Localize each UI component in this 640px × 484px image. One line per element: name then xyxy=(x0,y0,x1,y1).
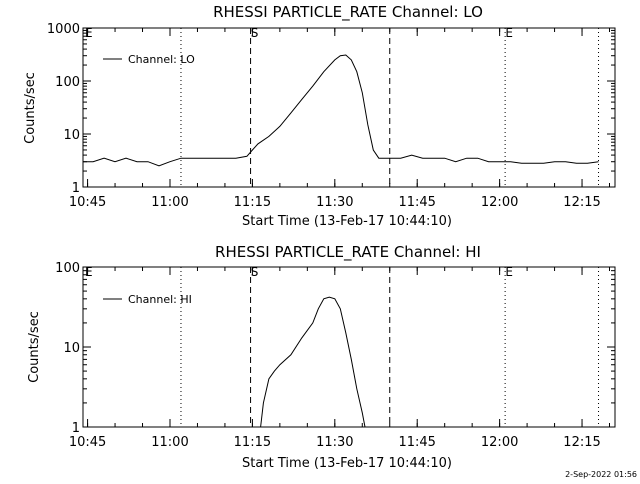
panel-hi: RHESSI PARTICLE_RATE Channel: HI S EE 110… xyxy=(27,243,616,471)
x-tick-label-4: 11:45 xyxy=(398,195,435,210)
marker-label-0: S xyxy=(251,26,259,40)
x-tick-label-6: 12:15 xyxy=(563,195,600,210)
x-axis-label-lo: Start Time (13-Feb-17 10:44:10) xyxy=(242,214,452,229)
marker-label-3: E xyxy=(505,26,513,40)
x-tick-label-0: 10:45 xyxy=(69,195,106,210)
x-tick-label-5: 12:00 xyxy=(481,195,518,210)
marker-label-5: E xyxy=(85,26,93,40)
x-tick-label-1: 11:00 xyxy=(151,435,188,450)
y-tick-label-2: 100 xyxy=(55,75,80,90)
legend-label-hi: Channel: HI xyxy=(128,293,192,306)
x-tick-label-3: 11:30 xyxy=(316,435,353,450)
marker-label-3: E xyxy=(505,265,513,279)
marker-label-5: E xyxy=(85,265,93,279)
x-tick-label-1: 11:00 xyxy=(151,195,188,210)
legend-label-lo: Channel: LO xyxy=(128,53,195,66)
x-tick-label-3: 11:30 xyxy=(316,195,353,210)
plot-frame-lo xyxy=(82,27,616,188)
y-tick-label-0: 1 xyxy=(72,421,80,436)
x-tick-label-2: 11:15 xyxy=(234,195,271,210)
x-axis-label-hi: Start Time (13-Feb-17 10:44:10) xyxy=(242,456,452,471)
x-tick-label-4: 11:45 xyxy=(398,435,435,450)
x-tick-label-5: 12:00 xyxy=(481,435,518,450)
date-stamp: 2-Sep-2022 01:56 xyxy=(565,470,637,479)
y-tick-label-3: 1000 xyxy=(47,22,80,37)
y-tick-label-0: 1 xyxy=(72,181,80,196)
legend-lo: Channel: LO xyxy=(103,53,195,66)
x-tick-label-2: 11:15 xyxy=(234,435,271,450)
y-tick-label-1: 10 xyxy=(63,341,80,356)
panel-lo: RHESSI PARTICLE_RATE Channel: LO S EE 110… xyxy=(23,3,616,229)
y-tick-label-2: 100 xyxy=(55,261,80,276)
x-tick-label-6: 12:15 xyxy=(563,435,600,450)
series-line-0 xyxy=(83,54,599,167)
chart-title-hi: RHESSI PARTICLE_RATE Channel: HI xyxy=(215,243,481,262)
y-axis-label-hi: Counts/sec xyxy=(27,311,42,383)
marker-label-0: S xyxy=(251,265,259,279)
legend-hi: Channel: HI xyxy=(103,293,192,306)
chart-title-lo: RHESSI PARTICLE_RATE Channel: LO xyxy=(213,3,483,22)
y-tick-label-1: 10 xyxy=(63,128,80,143)
series-line-0 xyxy=(260,296,366,428)
y-axis-label-lo: Counts/sec xyxy=(23,72,38,144)
x-tick-label-0: 10:45 xyxy=(69,435,106,450)
